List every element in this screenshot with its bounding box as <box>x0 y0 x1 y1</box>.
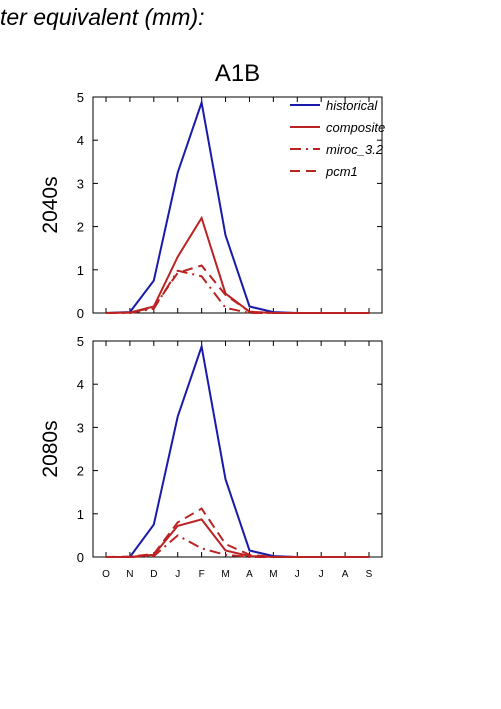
chart-panel-1: 0 1 2 3 4 5 2040s A1B historical composite miroc_3… <box>39 60 385 321</box>
y-tick-label: 4 <box>77 377 84 392</box>
x-tick-label: N <box>126 569 133 580</box>
y-tick-label: 1 <box>77 263 84 278</box>
x-tick-label: A <box>342 569 349 580</box>
x-tick-label: M <box>269 569 277 580</box>
y-tick-label: 4 <box>77 133 84 148</box>
y-tick-label: 5 <box>77 90 84 105</box>
chart-title: A1B <box>215 60 260 87</box>
plot-frame <box>92 96 383 314</box>
y-tick-label: 3 <box>77 176 84 191</box>
y-tick-label: 2 <box>77 464 84 479</box>
y-tick-label: 2 <box>77 220 84 235</box>
x-tick-label: F <box>199 569 205 580</box>
legend-label: composite <box>326 120 385 135</box>
x-tick-label: D <box>150 569 157 580</box>
series-line-pcm1 <box>105 264 369 314</box>
y-axis-label: 2040s <box>39 176 62 233</box>
series-line-1 <box>106 342 369 558</box>
y-tick-label: 5 <box>77 334 84 349</box>
legend-label: historical <box>326 98 378 113</box>
x-tick-label: J <box>295 569 300 580</box>
legend-label: miroc_3.2 <box>326 142 384 157</box>
legend-label: pcm1 <box>325 164 358 179</box>
y-tick-label: 0 <box>77 306 84 321</box>
x-tick-label: S <box>366 569 373 580</box>
x-tick-label: O <box>102 569 110 580</box>
x-tick-label: A <box>246 569 253 580</box>
series-line-composite <box>105 215 369 314</box>
series-line-4 <box>105 507 369 558</box>
x-tick-label: J <box>319 569 324 580</box>
y-tick-label: 3 <box>77 420 84 435</box>
chart-panel-2: 0 1 2 3 4 5 O N D J F M A M J J A S 2080s <box>39 334 383 580</box>
y-tick-label: 1 <box>77 507 84 522</box>
x-tick-label: M <box>221 569 229 580</box>
y-axis-label: 2080s <box>39 420 62 477</box>
series-line-2 <box>106 518 369 558</box>
x-tick-label: J <box>175 569 180 580</box>
y-tick-label: 0 <box>77 550 84 565</box>
page-title: ter equivalent (mm): <box>0 4 205 30</box>
plot-frame <box>92 340 383 558</box>
